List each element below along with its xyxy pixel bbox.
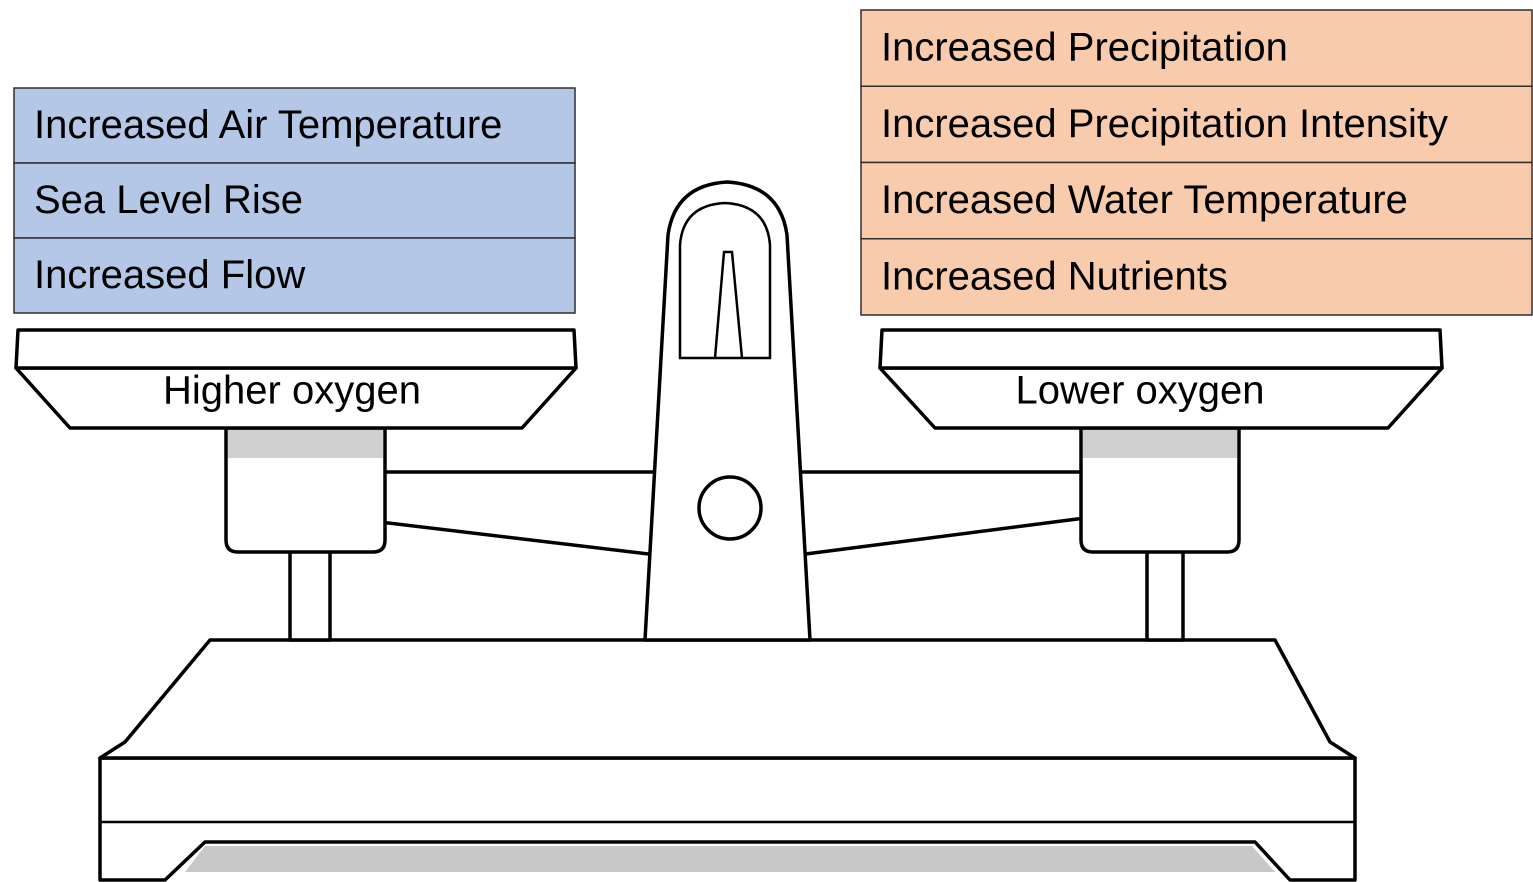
factor-label: Increased Water Temperature [881,178,1408,222]
factor-box [860,85,1533,164]
pan-label: Lower oxygen [1015,369,1264,413]
factor-label: Increased Precipitation Intensity [881,102,1448,146]
factor-label: Sea Level Rise [34,178,303,222]
factor-box [13,87,576,164]
factor-label: Increased Air Temperature [34,103,502,147]
factor-box [860,238,1533,316]
factor-box [860,161,1533,240]
factor-label: Increased Flow [34,253,305,297]
factor-box [13,162,576,239]
factor-box [13,237,576,314]
factor-box [860,9,1533,87]
factor-lists: Increased Air Temperature Sea Level Rise I… [13,9,1533,316]
scale [14,180,1444,882]
factor-label: Increased Nutrients [881,254,1228,298]
pan-label: Higher oxygen [163,369,421,413]
factor-label: Increased Precipitation [881,26,1288,70]
